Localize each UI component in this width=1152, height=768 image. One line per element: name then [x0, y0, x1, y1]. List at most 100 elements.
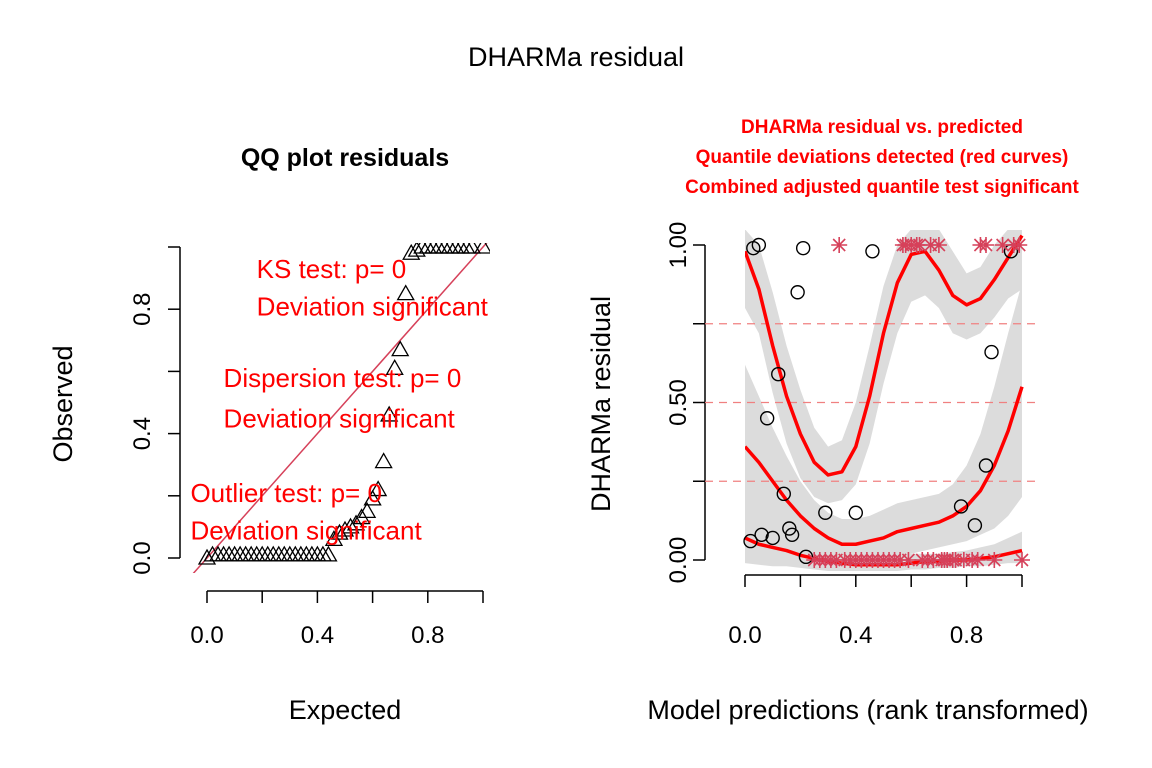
qq-y-tick-label: 0.0: [129, 541, 156, 574]
qq-point: [280, 545, 299, 562]
qq-point: [219, 545, 239, 562]
residual-outlier-star: [828, 552, 845, 568]
residual-outlier-star: [925, 552, 942, 568]
qq-test-annotation: Dispersion test: p= 0: [224, 363, 462, 393]
qq-point: [214, 545, 233, 562]
qq-point: [236, 545, 255, 562]
qq-point: [374, 452, 393, 469]
qq-plot-panel: QQ plot residuals 0.0 0.4 0.8 0.0 0.4 0.8 KS …: [48, 144, 490, 725]
residual-point: [784, 527, 800, 542]
qq-y-axis-title: Observed: [48, 345, 78, 462]
qq-point: [346, 514, 366, 531]
residual-x-tick-label: 0.4: [839, 622, 872, 649]
qq-point: [385, 358, 404, 375]
qq-point: [313, 545, 333, 562]
residual-point: [765, 530, 780, 546]
qq-point: [352, 508, 371, 525]
residual-outlier-star: [1011, 237, 1028, 253]
residual-point: [984, 344, 999, 360]
residual-point: [751, 237, 767, 253]
qq-annotations: KS test: p= 0 Deviation significant Disper…: [190, 254, 488, 545]
residual-marks: [743, 237, 1030, 568]
residual-plot-title-line: Quantile deviations detected (red curves…: [696, 147, 1069, 168]
qq-point: [319, 545, 338, 562]
qq-x-axis-title: Expected: [289, 695, 402, 725]
figure-title: DHARMa residual: [468, 42, 684, 72]
qq-x-tick-label: 0.0: [190, 622, 223, 649]
residual-outlier-star: [977, 237, 994, 253]
qq-marks: [192, 243, 490, 573]
qq-point: [396, 284, 415, 301]
qq-point: [462, 243, 482, 254]
qq-test-annotation: Deviation significant: [190, 515, 422, 545]
qq-point: [264, 545, 283, 562]
residual-point: [798, 549, 814, 565]
qq-plot-title: QQ plot residuals: [241, 144, 449, 172]
residual-point: [953, 499, 969, 514]
residual-x-axis-title: Model predictions (rank transformed): [647, 695, 1088, 725]
residual-outlier-star: [922, 237, 939, 253]
qq-point: [446, 243, 465, 254]
qq-point: [357, 502, 377, 518]
quantile-curve: [745, 234, 1024, 477]
residual-outlier-star: [911, 237, 928, 253]
qq-point: [291, 545, 310, 562]
qq-point: [297, 545, 316, 562]
residual-plot-titles: DHARMa residual vs. predicted Quantile de…: [685, 117, 1079, 198]
residual-point: [754, 527, 769, 542]
residual-y-tick-label: 1.00: [665, 222, 692, 269]
quantile-curve: [745, 386, 1024, 546]
qq-point: [391, 340, 410, 357]
qq-test-annotation: Outlier test: p= 0: [190, 478, 381, 508]
qq-x-tick-label: 0.4: [301, 622, 334, 649]
residual-x-tick-label: 0.8: [950, 622, 983, 649]
residual-point: [759, 411, 775, 426]
qq-point: [302, 545, 322, 562]
qq-test-annotation: KS test: p= 0: [257, 254, 407, 284]
qq-point: [424, 243, 443, 254]
residual-point: [978, 458, 994, 473]
qq-point: [308, 545, 327, 562]
residual-y-tick-label: 0.50: [665, 379, 692, 426]
qq-test-annotation: Deviation significant: [257, 291, 489, 321]
residual-outlier-star: [1014, 552, 1030, 568]
residual-outlier-star: [986, 552, 1003, 568]
residual-outlier-star: [831, 237, 848, 253]
residual-vs-predicted-panel: DHARMa residual vs. predicted Quantile de…: [586, 117, 1089, 725]
qq-point: [473, 243, 490, 254]
quantile-band: [745, 282, 1022, 564]
residual-point: [776, 486, 791, 502]
residual-plot-title-line: DHARMa residual vs. predicted: [741, 117, 1023, 138]
qq-point: [429, 243, 448, 254]
qq-point: [341, 517, 360, 534]
qq-point: [457, 243, 476, 254]
qq-x-tick-label: 0.8: [411, 622, 444, 649]
qq-point: [363, 489, 382, 506]
qq-point: [368, 480, 388, 497]
qq-point: [247, 545, 266, 562]
qq-point: [286, 545, 305, 562]
qq-y-tick-label: 0.4: [129, 417, 156, 450]
residual-y-axis-title: DHARMa residual: [586, 296, 616, 512]
residual-point: [743, 533, 758, 549]
residual-x-tick-label: 0.0: [728, 622, 761, 649]
qq-test-annotation: Deviation significant: [224, 403, 456, 433]
residual-point: [818, 505, 833, 520]
residual-outlier-star: [955, 552, 972, 568]
qq-point: [225, 545, 244, 562]
residual-point: [790, 285, 805, 300]
residual-point: [795, 240, 811, 256]
residual-y-tick-label: 0.00: [665, 537, 692, 584]
residual-point: [782, 521, 797, 536]
qq-point: [324, 530, 344, 546]
qq-point: [435, 243, 454, 254]
qq-point: [451, 243, 471, 254]
qq-point: [230, 545, 250, 562]
qq-reference-line: [192, 243, 488, 573]
residual-outlier-star: [900, 552, 917, 568]
qq-axes: 0.0 0.4 0.8 0.0 0.4 0.8: [129, 246, 484, 649]
qq-point: [253, 545, 272, 562]
qq-point: [275, 545, 294, 562]
residual-outlier-star: [947, 552, 964, 568]
residual-point: [771, 366, 786, 382]
